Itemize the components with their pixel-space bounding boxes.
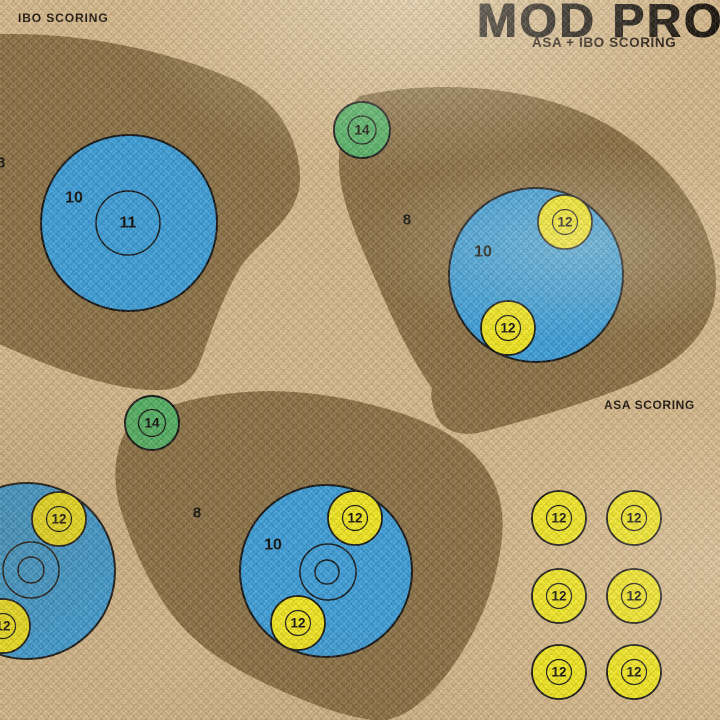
asa-scoring-label: ASA SCORING — [604, 398, 695, 412]
product-subtitle: ASA + IBO SCORING — [532, 35, 677, 50]
ring8-label: 8 — [403, 212, 411, 229]
bonus12-circle — [537, 194, 593, 250]
bonus12-label: 12 — [551, 589, 566, 604]
center-ring-inner — [17, 556, 45, 584]
bonus12-inner-ring — [620, 582, 648, 610]
ring10-label: 10 — [65, 190, 83, 207]
bonus12-circle — [327, 490, 383, 546]
bonus12-circle — [606, 568, 662, 624]
ring8-label: 8 — [193, 505, 201, 522]
center-ring-inner — [314, 559, 340, 585]
bonus12-label: 12 — [51, 512, 66, 527]
target-upper-right: 14 8 10 12 12 — [333, 101, 624, 363]
bonus12-inner-ring — [494, 314, 522, 342]
bonus12-circle — [531, 568, 587, 624]
bonus12-circle — [480, 300, 536, 356]
bonus12-inner-ring — [0, 612, 17, 640]
bonus12-label: 12 — [551, 511, 566, 526]
bonus12-circle — [31, 491, 87, 547]
bonus14-label: 14 — [144, 416, 160, 431]
ring8-label: 8 — [0, 155, 5, 172]
bonus12-label: 12 — [290, 616, 305, 631]
bonus14-inner-ring — [137, 408, 167, 438]
bonus12-inner-ring — [545, 658, 573, 686]
bonus12-circle — [606, 644, 662, 700]
bonus12-inner-ring — [284, 609, 312, 637]
bonus12-label: 12 — [626, 665, 641, 680]
bonus12-label: 12 — [626, 589, 641, 604]
bonus12-inner-ring — [620, 504, 648, 532]
bonus12-label: 12 — [626, 511, 641, 526]
asa-bonus-grid: 12 12 12 12 12 12 — [531, 490, 662, 700]
bonus14-label: 14 — [354, 123, 370, 138]
bonus12-circle — [606, 490, 662, 546]
bonus12-circle — [531, 644, 587, 700]
ring10-circle — [0, 482, 116, 660]
bonus14-circle — [333, 101, 391, 159]
bonus12-inner-ring — [341, 504, 369, 532]
bonus12-circle — [270, 595, 326, 651]
bonus14-circle — [124, 395, 180, 451]
bonus12-inner-ring — [620, 658, 648, 686]
ring10-circle — [239, 484, 413, 658]
bonus12-label: 12 — [551, 665, 566, 680]
bonus12-label: 12 — [0, 619, 11, 634]
bonus12-inner-ring — [545, 504, 573, 532]
ring10-circle — [448, 187, 624, 363]
ibo-scoring-label: IBO SCORING — [18, 11, 109, 25]
center-ring-outer — [299, 543, 357, 601]
bonus12-circle — [531, 490, 587, 546]
target-lower-left: 12 12 — [0, 482, 116, 660]
bonus12-inner-ring — [545, 582, 573, 610]
ring10-label: 10 — [264, 537, 282, 554]
ring11-label: 11 — [120, 215, 137, 232]
bonus12-label: 12 — [557, 215, 572, 230]
bonus12-inner-ring — [45, 505, 73, 533]
center-ring-outer — [2, 541, 60, 599]
product-title: MOD PRO — [477, 0, 720, 48]
bonus12-label: 12 — [347, 511, 362, 526]
target-lower-middle: 14 8 10 12 12 — [124, 395, 413, 658]
bonus12-label: 12 — [500, 321, 515, 336]
ring10-circle — [40, 134, 218, 312]
ring10-label: 10 — [474, 244, 492, 261]
bonus12-inner-ring — [551, 208, 579, 236]
ring11-circle — [95, 190, 161, 256]
target-upper-left: 8 10 11 — [0, 134, 218, 312]
bonus14-inner-ring — [347, 115, 377, 145]
